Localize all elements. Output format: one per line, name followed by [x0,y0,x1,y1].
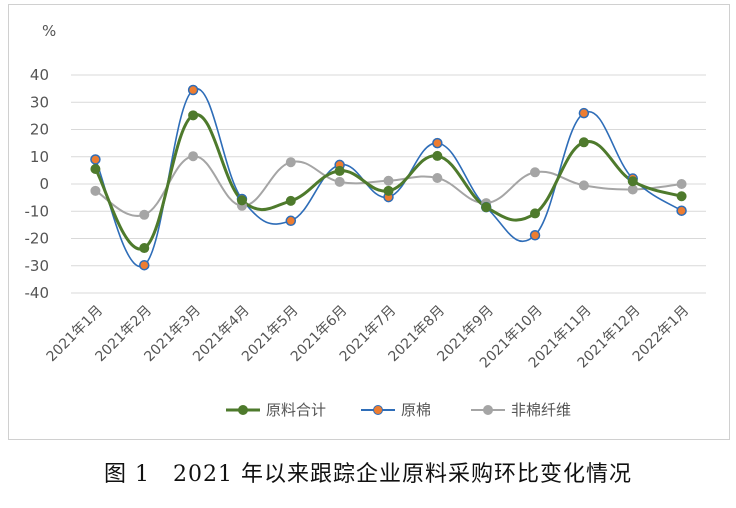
data-point-series-1 [90,164,101,175]
y-tick-label: -30 [25,257,50,275]
data-point-series-2 [187,84,199,96]
data-point-series-1 [578,137,589,148]
data-point-series-3 [530,167,541,178]
data-point-series-3 [578,180,589,191]
y-tick-label: 0 [39,175,49,193]
x-axis: 2021年1月2021年2月2021年3月2021年4月2021年5月2021年… [44,303,693,372]
data-point-series-3 [627,184,638,195]
series-markers [90,84,687,271]
y-tick-label: 30 [30,93,49,111]
y-tick-label: 20 [30,121,49,139]
data-point-series-1 [236,195,247,206]
legend-swatch-marker [483,405,493,415]
y-tick-label: -10 [25,202,50,220]
data-point-series-1 [627,176,638,187]
data-point-series-1 [139,243,150,254]
data-point-series-1 [334,165,345,176]
legend-swatch-marker [238,405,248,415]
data-point-series-2 [529,229,541,241]
y-tick-label: -40 [25,284,50,302]
series-line-1 [94,113,683,251]
data-point-series-1 [676,191,687,202]
y-axis: % 40 30 20 10 0 -10 -20 -30 -40 [25,22,57,302]
data-point-series-1 [481,202,492,213]
data-point-series-1 [188,110,199,121]
legend-item-3: 非棉纤维 [471,401,571,419]
data-point-series-3 [90,185,101,196]
data-point-series-3 [432,173,443,184]
data-point-series-3 [188,151,199,162]
data-point-series-2 [578,107,590,119]
data-point-series-3 [334,176,345,187]
data-point-series-2 [90,154,101,165]
legend-label: 非棉纤维 [511,401,571,419]
line-chart: % 40 30 20 10 0 -10 -20 -30 -40 2021年1月2021年2月202… [25,22,706,419]
legend-label: 原棉 [401,401,431,419]
chart-frame: % 40 30 20 10 0 -10 -20 -30 -40 2021年1月 2021年2月 202… [8,4,730,440]
y-tick-label: 10 [30,148,49,166]
data-point-series-3 [676,179,687,189]
data-point-series-1 [383,185,394,196]
figure-caption: 图 1 2021 年以来跟踪企业原料采购环比变化情况 [104,462,632,487]
y-tick-label: 40 [30,66,49,84]
data-point-series-3 [383,175,394,186]
y-unit-label: % [42,22,56,40]
data-point-series-1 [285,195,296,206]
data-point-series-3 [139,209,150,220]
data-point-series-2 [285,215,297,227]
legend-item-2: 原棉 [361,401,431,419]
legend-label: 原料合计 [266,401,326,419]
legend: 原料合计 原棉 非棉纤维 [226,401,571,419]
data-point-series-1 [530,208,541,219]
series-line-2 [94,87,683,268]
data-point-series-2 [432,137,443,149]
data-point-series-2 [139,259,150,271]
data-point-series-1 [432,150,443,161]
data-point-series-2 [676,205,687,216]
legend-swatch-marker [373,405,383,415]
legend-item-1: 原料合计 [226,401,326,419]
y-tick-label: -20 [25,230,50,248]
data-point-series-3 [285,157,296,168]
